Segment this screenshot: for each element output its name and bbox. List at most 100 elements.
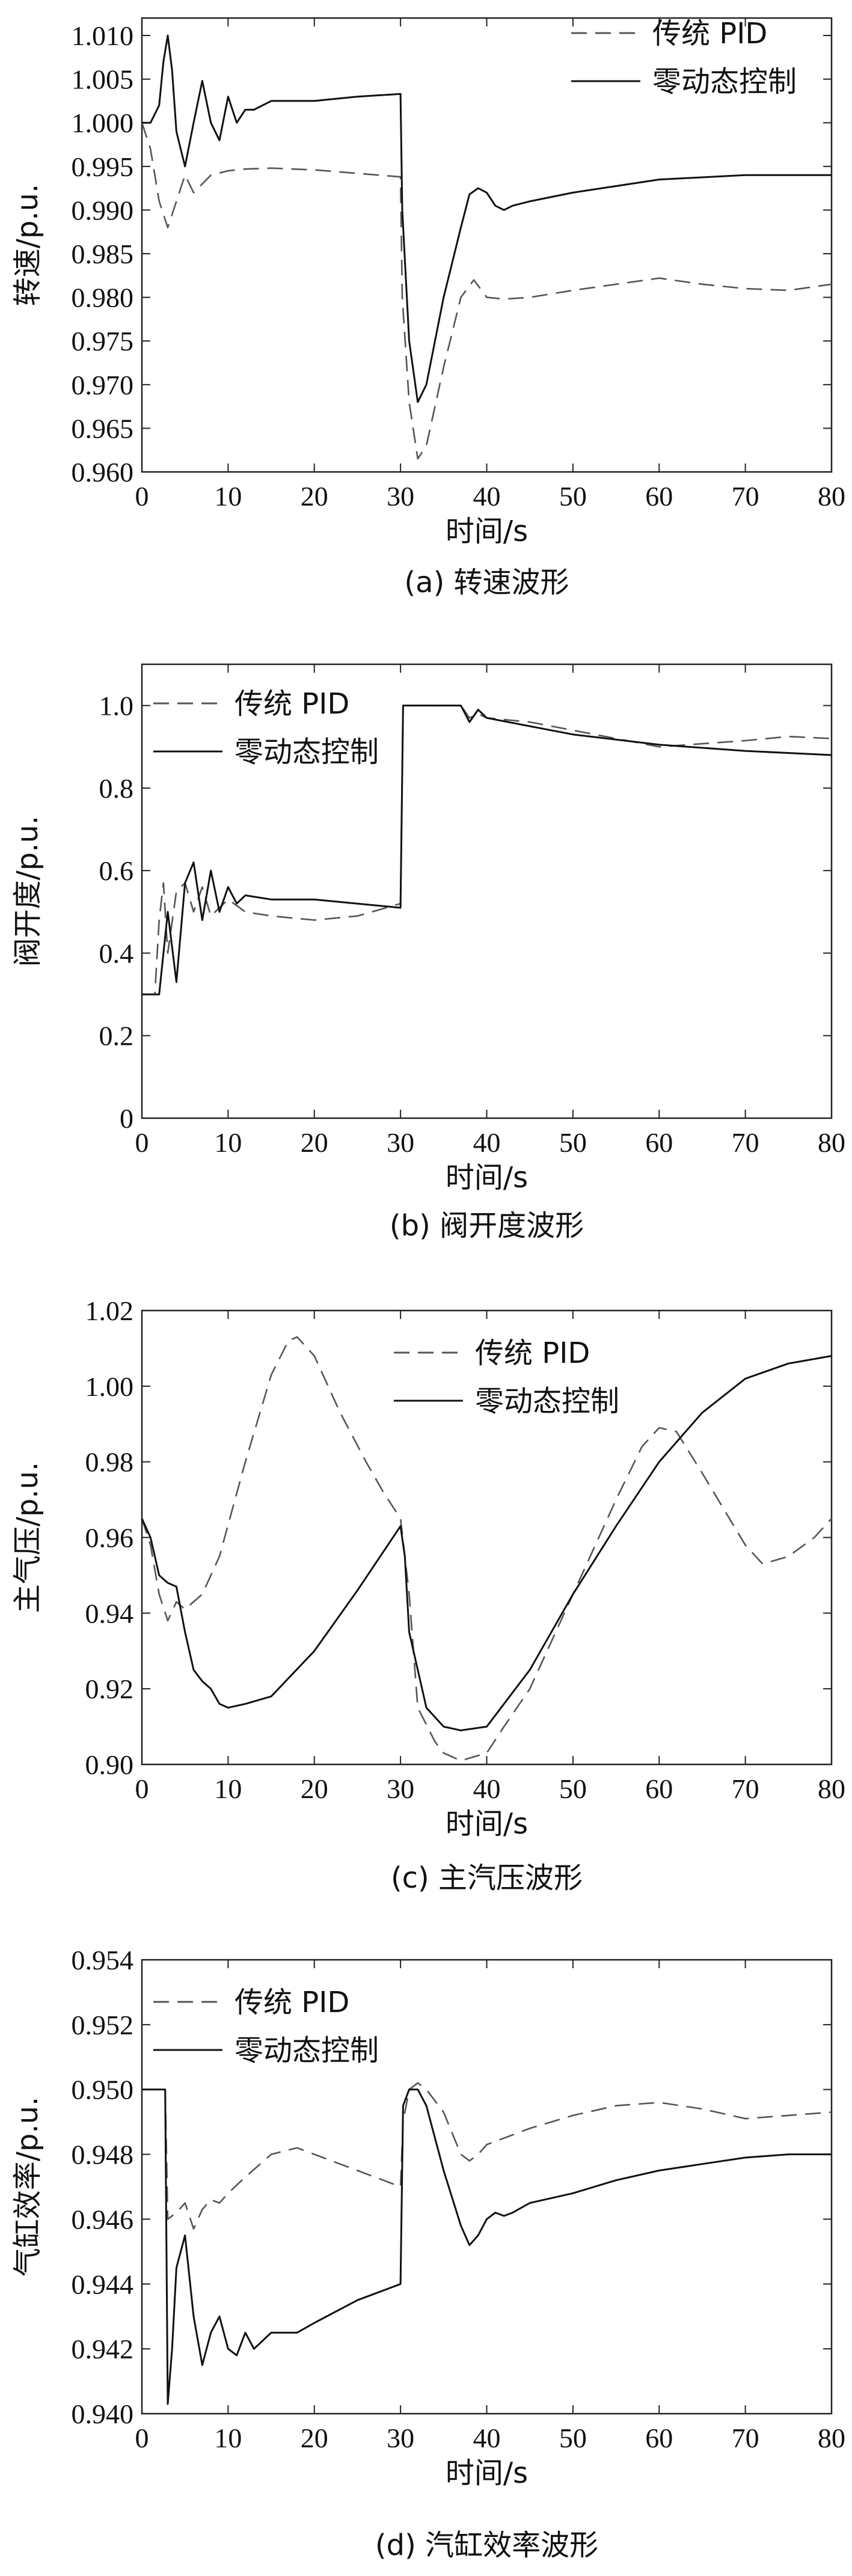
y-tick-label-d: 0.942 [72,2334,134,2364]
y-tick-label-d: 0.940 [72,2399,134,2429]
x-axis-label-a: 时间/s [446,515,528,548]
x-tick-label-b: 10 [214,1127,242,1158]
x-tick-label-c: 30 [387,1773,414,1804]
series-line-zero-dynamics-b [142,705,832,996]
y-tick-label-c: 0.98 [85,1447,134,1478]
y-tick-label-a: 0.965 [72,413,134,444]
chart-panel-d: 0 10 20 30 40 50 60 70 80 0.940 0.942 0.944 0.946 0.9… [11,1945,845,2562]
plot-frame-d [141,1959,833,2415]
series-line-zero-dynamics-a [142,34,832,403]
y-tick-label-b: 0.8 [99,773,134,804]
x-tick-label-c: 80 [818,1773,845,1804]
chart-caption-b: (b) 阀开度波形 [390,1209,584,1243]
x-tick-label-c: 70 [732,1773,759,1804]
x-tick-label-d: 70 [732,2423,759,2453]
x-tick-label-c: 50 [559,1773,587,1804]
series-line-pid-c [141,1336,832,1761]
y-tick-label-b: 0.2 [99,1021,134,1051]
x-tick-label-b: 40 [473,1127,501,1158]
x-tick-label-a: 60 [645,481,673,512]
y-tick-label-b: 1.0 [99,691,134,721]
x-tick-label-b: 0 [135,1127,149,1158]
y-tick-label-d: 0.952 [72,2010,134,2040]
x-tick-label-a: 70 [732,481,759,512]
x-tick-label-a: 50 [559,481,587,512]
x-tick-label-b: 80 [818,1127,845,1158]
y-tick-label-d: 0.954 [72,1945,134,1975]
y-tick-label-c: 0.92 [85,1674,134,1704]
x-tick-label-a: 80 [818,481,845,512]
legend-label-pid-a: 传统 PID [652,17,767,50]
y-tick-label-a: 0.995 [72,151,134,182]
x-tick-label-a: 40 [473,481,501,512]
x-tick-label-d: 50 [559,2423,587,2453]
y-tick-label-a: 0.975 [72,326,134,356]
x-axis-label-c: 时间/s [446,1807,528,1841]
x-tick-label-b: 60 [645,1127,673,1158]
series-line-pid-d [142,2082,832,2230]
x-tick-label-d: 20 [301,2423,328,2453]
series-line-zero-dynamics-d [142,2088,832,2405]
y-tick-label-a: 0.970 [72,370,134,400]
x-tick-label-b: 70 [732,1127,759,1158]
x-tick-label-d: 40 [473,2423,501,2453]
y-tick-label-a: 0.985 [72,239,134,269]
y-tick-label-a: 1.005 [72,64,134,95]
x-tick-label-b: 30 [387,1127,414,1158]
x-tick-label-c: 10 [214,1773,242,1804]
x-axis-label-d: 时间/s [446,2456,528,2490]
plot-frame-b [141,663,833,1119]
x-tick-label-d: 30 [387,2423,414,2453]
y-tick-label-a: 0.980 [72,283,134,313]
y-tick-label-c: 1.02 [85,1296,134,1326]
chart-caption-a: (a) 转速波形 [404,566,569,599]
x-tick-label-a: 30 [387,481,414,512]
y-tick-label-b: 0 [120,1103,133,1134]
y-axis-label-b: 阀开度/p.u. [11,816,44,967]
x-tick-label-d: 80 [818,2423,845,2453]
y-tick-label-a: 0.990 [72,195,134,225]
x-tick-label-d: 10 [214,2423,242,2453]
y-tick-label-c: 0.96 [85,1523,134,1553]
x-tick-label-a: 0 [135,481,149,512]
chart-panel-c: 0 10 20 30 40 50 60 70 80 0.90 0.92 0.94 0.96 0.98 1.0… [11,1296,845,1895]
chart-caption-c: (c) 主汽压波形 [391,1861,583,1895]
legend-label-zero-dynamics-a: 零动态控制 [652,65,797,99]
series-line-pid-b [142,705,832,996]
x-tick-label-b: 50 [559,1127,587,1158]
x-tick-label-b: 20 [301,1127,328,1158]
y-tick-label-c: 0.94 [85,1598,134,1629]
x-axis-label-b: 时间/s [446,1161,528,1195]
series-line-pid-a [141,122,832,460]
legend-label-pid-d: 传统 PID [234,1986,349,2019]
legend-label-pid-b: 传统 PID [234,687,349,721]
x-tick-label-a: 20 [301,481,328,512]
y-tick-label-b: 0.4 [99,938,134,968]
y-axis-label-c: 主气压/p.u. [11,1462,44,1614]
x-tick-label-d: 60 [645,2423,673,2453]
chart-panel-b: 0 10 20 30 40 50 60 70 80 0 0.2 0.4 0.6 0.8 1.0 时间/s 阀开度… [11,663,845,1243]
legend-label-zero-dynamics-d: 零动态控制 [234,2034,379,2067]
legend-label-pid-c: 传统 PID [475,1336,590,1370]
y-tick-label-a: 1.000 [72,108,134,138]
x-tick-label-c: 20 [301,1773,328,1804]
chart-panel-a: 0 10 20 30 40 50 60 70 80 0.960 0.965 0.970 0.975 0.9… [11,17,845,599]
y-tick-label-d: 0.948 [72,2140,134,2170]
y-tick-label-d: 0.950 [72,2075,134,2105]
legend-label-zero-dynamics-b: 零动态控制 [234,735,379,769]
y-tick-label-c: 1.00 [85,1371,134,1402]
x-tick-label-a: 10 [214,481,242,512]
y-tick-label-a: 0.960 [72,457,134,488]
y-tick-label-b: 0.6 [99,855,134,886]
legend-label-zero-dynamics-c: 零动态控制 [475,1384,619,1418]
x-tick-label-c: 40 [473,1773,501,1804]
series-line-zero-dynamics-c [141,1355,832,1731]
x-tick-label-c: 0 [135,1773,149,1804]
y-axis-label-a: 转速/p.u. [11,184,44,307]
y-tick-label-a: 1.010 [72,20,134,51]
y-tick-label-d: 0.946 [72,2204,134,2235]
x-tick-label-d: 0 [135,2423,149,2453]
plot-frame-c [141,1309,833,1766]
y-tick-label-d: 0.944 [72,2269,134,2299]
